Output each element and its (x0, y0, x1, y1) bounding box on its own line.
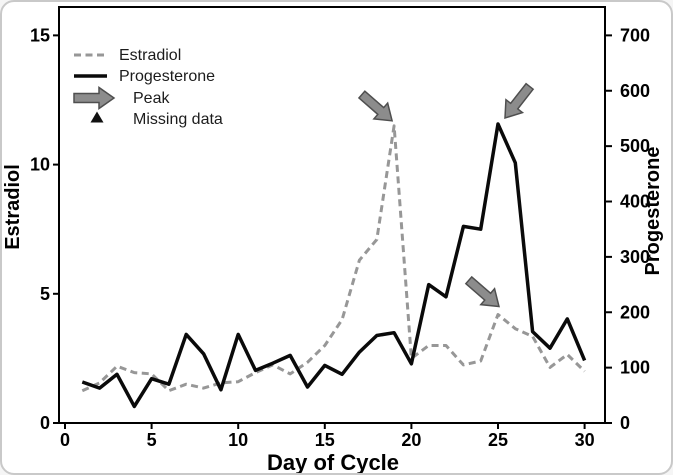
progesterone-line (81, 122, 587, 409)
left-tick-label: 5 (40, 284, 50, 304)
right-tick-label: 600 (620, 81, 650, 101)
peak-annotations (357, 82, 535, 308)
peak-arrow-3 (464, 275, 500, 308)
right-axis-title: Progesterone (642, 147, 664, 276)
legend-peak-arrow-icon (73, 86, 116, 110)
x-tick-label: 20 (401, 430, 421, 450)
x-tick-label: 25 (488, 430, 508, 450)
left-tick-label: 15 (30, 25, 50, 45)
right-tick-label: 300 (620, 247, 650, 267)
legend: Estradiol Progesterone Peak Missing data (73, 47, 223, 128)
plot-border (58, 6, 606, 424)
plot-area (58, 6, 606, 424)
estradiol-line (81, 124, 586, 393)
right-tick-label: 100 (620, 358, 650, 378)
legend-label-peak: Peak (133, 90, 170, 107)
x-tick-label: 10 (228, 430, 248, 450)
legend-label-missing-data: Missing data (133, 111, 223, 128)
x-tick-label: 5 (147, 430, 157, 450)
legend-label-estradiol: Estradiol (119, 47, 181, 64)
right-tick-label: 700 (620, 25, 650, 45)
x-axis-title: Day of Cycle (267, 450, 399, 475)
right-tick-label: 500 (620, 136, 650, 156)
left-tick-label: 10 (30, 155, 50, 175)
left-tick-label: 0 (40, 413, 50, 433)
peak-arrow-2 (504, 82, 535, 119)
legend-missing-data-triangle-icon (90, 111, 104, 123)
right-tick-label: 200 (620, 302, 650, 322)
right-tick-label: 0 (620, 413, 630, 433)
x-tick-label: 15 (315, 430, 335, 450)
x-tick-label: 30 (575, 430, 595, 450)
legend-label-progesterone: Progesterone (119, 68, 215, 85)
left-axis-title: Estradiol (2, 164, 24, 250)
data-series (81, 122, 587, 409)
x-tick-label: 0 (60, 430, 70, 450)
peak-arrow-1 (357, 90, 394, 122)
right-tick-label: 400 (620, 192, 650, 212)
